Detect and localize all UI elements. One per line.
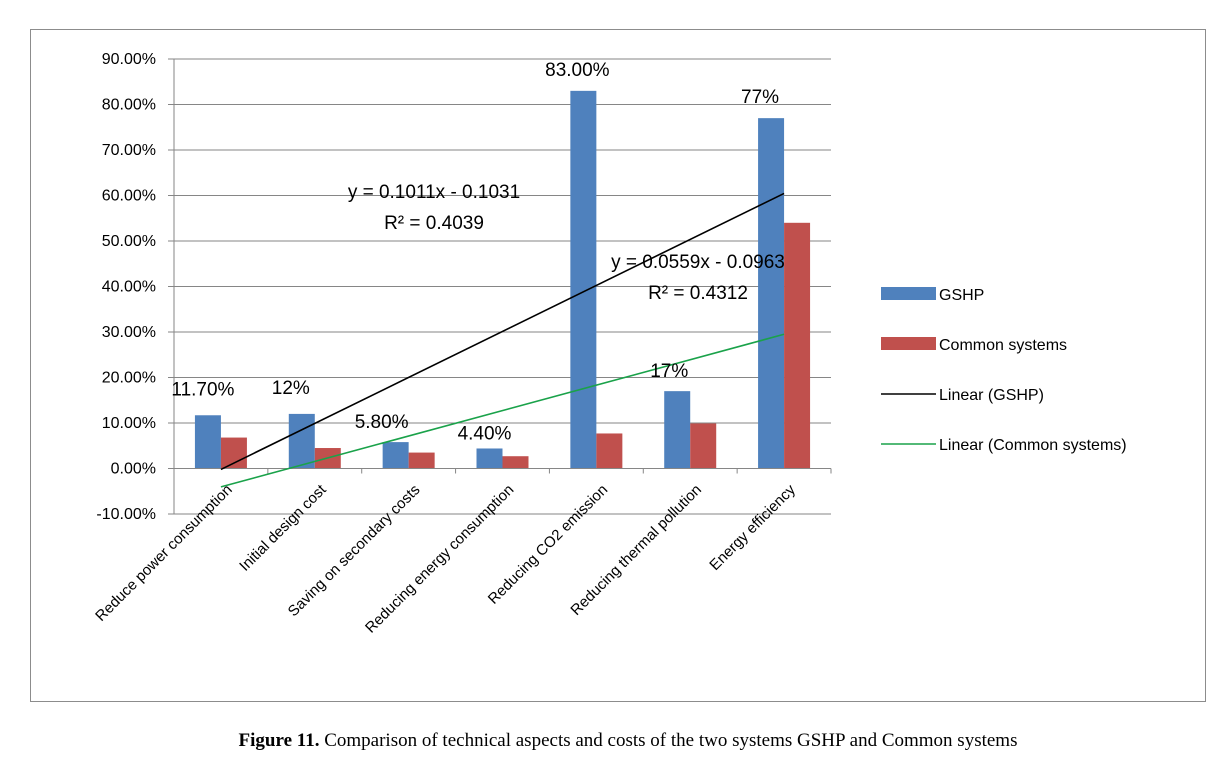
y-tick-label: -10.00% <box>96 506 156 523</box>
legend-linear-gshp-label: Linear (GSHP) <box>939 387 1044 404</box>
trendline-equation-common: y = 0.0559x - 0.0963 <box>611 252 785 273</box>
category-label: Energy efficiency <box>706 481 799 574</box>
legend-gshp-label: GSHP <box>939 287 984 304</box>
bar-gshp <box>194 415 221 469</box>
chart-frame: -10.00% 0.00% 10.00% 20.00% 30.00% 40.00% 50.0… <box>30 29 1206 702</box>
category-label: Reduce power consumption <box>92 481 236 625</box>
trendline-r2-gshp: R² = 0.4039 <box>384 213 484 234</box>
bar-common-systems <box>408 452 435 469</box>
legend-common-systems-label: Common systems <box>939 337 1067 354</box>
data-label: 11.70% <box>171 379 234 400</box>
trendline-equation-gshp: y = 0.1011x - 0.1031 <box>348 182 520 203</box>
trendline-common-systems <box>220 333 785 488</box>
data-label: 83.00% <box>545 60 610 81</box>
y-tick-label: 80.00% <box>102 97 156 114</box>
figure-caption: Figure 11. Comparison of technical aspec… <box>0 730 1206 752</box>
legend-linear-common-systems-label: Linear (Common systems) <box>939 437 1127 454</box>
bar-gshp <box>476 448 503 469</box>
data-label: 12% <box>272 378 310 399</box>
figure-number: Figure 11. <box>238 730 320 751</box>
trendline-r2-common: R² = 0.4312 <box>648 283 748 304</box>
chart-canvas: -10.00% 0.00% 10.00% 20.00% 30.00% 40.00% 50.0… <box>92 51 1127 637</box>
legend-common-systems-swatch <box>881 337 936 350</box>
data-label: 5.80% <box>355 412 409 433</box>
y-tick-label: 40.00% <box>102 279 156 296</box>
data-label: 77% <box>741 87 779 108</box>
bar-common-systems <box>784 222 811 469</box>
axes <box>168 58 832 515</box>
bar-gshp <box>758 118 785 469</box>
category-label: Reducing energy consumption <box>362 481 517 636</box>
bar-gshp <box>570 90 597 469</box>
y-tick-label: 20.00% <box>102 370 156 387</box>
trendlines <box>220 192 785 488</box>
y-tick-label: 30.00% <box>102 324 156 341</box>
bar-gshp <box>288 413 315 469</box>
bar-common-systems <box>502 456 529 469</box>
labels: -10.00% 0.00% 10.00% 20.00% 30.00% 40.00% 50.0… <box>92 51 799 637</box>
data-label: 17% <box>650 361 688 382</box>
y-tick-label: 0.00% <box>111 461 156 478</box>
y-tick-label: 10.00% <box>102 415 156 432</box>
bar-common-systems <box>596 433 623 469</box>
y-tick-label: 50.00% <box>102 233 156 250</box>
legend: GSHP Common systems Linear (GSHP) Linear (C… <box>881 287 1127 454</box>
trendline-gshp <box>220 192 785 471</box>
bar-gshp <box>664 391 691 469</box>
y-tick-label: 90.00% <box>102 51 156 68</box>
data-label: 4.40% <box>458 423 512 444</box>
bar-gshp <box>382 442 409 469</box>
y-tick-label: 70.00% <box>102 142 156 159</box>
bars <box>194 90 811 469</box>
y-tick-label: 60.00% <box>102 188 156 205</box>
bar-common-systems <box>690 423 717 469</box>
category-label: Initial design cost <box>236 481 330 575</box>
figure-caption-text: Comparison of technical aspects and cost… <box>324 730 1018 751</box>
legend-gshp-swatch <box>881 287 936 300</box>
